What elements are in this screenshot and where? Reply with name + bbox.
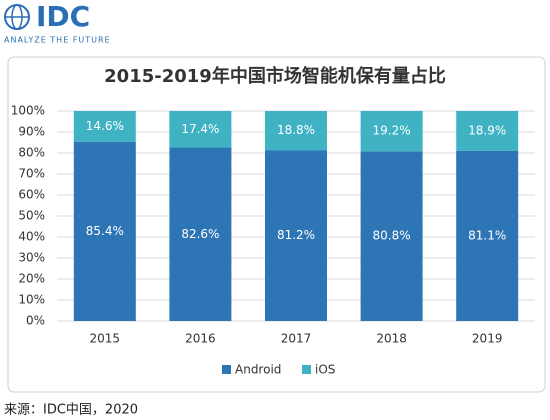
data-label: 82.6%	[181, 227, 219, 241]
data-label: 19.2%	[373, 124, 411, 138]
data-label: 18.8%	[277, 123, 315, 137]
bar-segment	[456, 111, 519, 151]
y-tick-label: 100%	[11, 104, 45, 118]
x-tick-label: 2016	[185, 332, 216, 346]
y-tick-label: 60%	[18, 188, 45, 202]
chart-frame	[7, 56, 546, 393]
y-tick-label: 0%	[26, 314, 45, 328]
logo: IDC	[36, 0, 90, 33]
y-tick-label: 50%	[18, 209, 45, 223]
bar-segment	[360, 151, 423, 321]
data-label: 80.8%	[373, 229, 411, 243]
x-tick-label: 2017	[281, 332, 312, 346]
data-label: 17.4%	[181, 122, 219, 136]
x-tick-label: 2019	[472, 332, 503, 346]
data-label: 85.4%	[86, 224, 124, 238]
bar-segment	[360, 111, 423, 152]
bar-segment	[73, 111, 136, 142]
chart-title: 2015-2019年中国市场智能机保有量占比	[104, 65, 446, 87]
x-tick-label: 2018	[376, 332, 407, 346]
x-tick-label: 2015	[90, 332, 121, 346]
logo-icon	[4, 4, 30, 30]
bar-segment	[169, 111, 232, 148]
data-label: 81.1%	[468, 228, 506, 242]
y-tick-label: 40%	[18, 230, 45, 244]
bar-segment	[265, 111, 327, 151]
data-label: 14.6%	[86, 119, 124, 133]
y-tick-label: 10%	[18, 293, 45, 307]
tagline: ANALYZE THE FUTURE	[4, 36, 111, 45]
source: 来源：IDC中国，2020	[4, 403, 138, 418]
bar-segment	[265, 150, 327, 321]
bar-segment	[456, 150, 519, 321]
data-label: 18.9%	[468, 123, 506, 137]
bar-segment	[73, 141, 136, 321]
y-tick-label: 30%	[18, 251, 45, 265]
legend-label: Android	[235, 363, 281, 377]
legend-label: iOS	[315, 363, 335, 377]
y-tick-label: 70%	[18, 167, 45, 181]
y-tick-label: 80%	[18, 146, 45, 160]
y-tick-label: 20%	[18, 272, 45, 286]
y-tick-label: 90%	[18, 125, 45, 139]
bar-segment	[169, 147, 232, 321]
data-label: 81.2%	[277, 228, 315, 242]
legend-swatch	[222, 365, 231, 374]
legend-swatch	[302, 365, 311, 374]
